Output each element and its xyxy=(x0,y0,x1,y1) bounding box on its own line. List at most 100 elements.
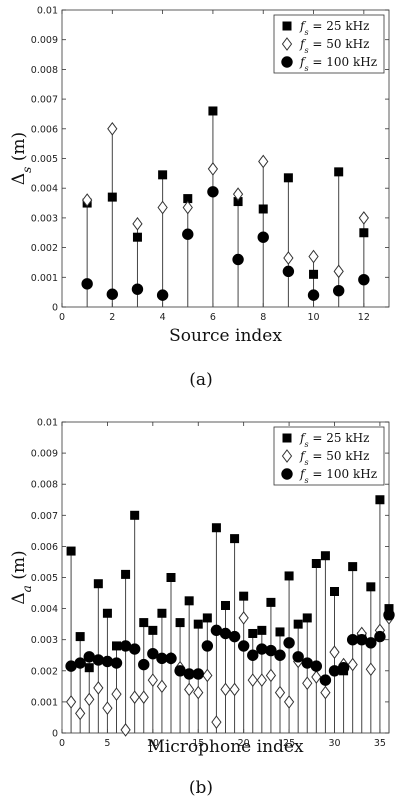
point-diamond xyxy=(320,685,331,700)
point-square xyxy=(175,618,185,628)
point-diamond xyxy=(120,723,131,737)
point-square xyxy=(359,228,369,238)
point-square xyxy=(275,627,285,637)
point-square xyxy=(158,170,168,180)
figure-caption: (a) xyxy=(189,370,212,390)
point-square xyxy=(130,510,140,520)
point-square xyxy=(348,562,358,572)
point-circle xyxy=(283,637,295,649)
y-tick-label: 0.004 xyxy=(31,184,58,195)
point-circle xyxy=(265,644,277,657)
legend-entry: fs = 50 kHz xyxy=(299,37,369,55)
point-diamond xyxy=(256,673,267,687)
point-circle xyxy=(292,651,304,663)
y-tick-label: 0.005 xyxy=(31,154,58,165)
point-diamond xyxy=(202,668,213,683)
x-tick-label: 5 xyxy=(104,738,110,749)
x-tick-label: 15 xyxy=(192,738,204,749)
point-square xyxy=(309,269,319,279)
point-square xyxy=(284,571,294,581)
y-tick-label: 0 xyxy=(52,303,58,314)
point-circle xyxy=(310,660,323,672)
point-diamond xyxy=(283,695,295,709)
legend-marker-diamond xyxy=(281,449,293,463)
point-circle xyxy=(201,640,214,652)
point-diamond xyxy=(84,692,95,707)
point-diamond xyxy=(156,679,168,694)
point-diamond xyxy=(129,690,140,705)
point-square xyxy=(208,106,218,116)
point-diamond xyxy=(308,249,319,264)
y-tick-label: 0.007 xyxy=(31,511,58,522)
point-circle xyxy=(332,284,345,297)
y-tick-label: 0.007 xyxy=(31,95,58,106)
point-diamond xyxy=(232,187,244,201)
point-circle xyxy=(165,652,177,665)
point-circle xyxy=(307,289,320,301)
point-diamond xyxy=(247,673,258,687)
point-diamond xyxy=(138,690,149,705)
y-tick-label: 0.01 xyxy=(37,418,58,429)
point-diamond xyxy=(258,154,269,169)
point-circle xyxy=(282,265,295,278)
x-tick-label: 35 xyxy=(374,738,386,749)
point-circle xyxy=(247,649,259,661)
point-square xyxy=(230,534,240,544)
point-square xyxy=(283,173,293,183)
point-square xyxy=(257,625,267,635)
point-square xyxy=(239,591,249,601)
point-circle xyxy=(81,278,93,290)
y-tick-label: 0.01 xyxy=(37,6,58,17)
point-diamond xyxy=(147,673,158,687)
point-square xyxy=(112,641,121,651)
point-circle xyxy=(237,640,250,652)
point-circle xyxy=(365,637,377,649)
x-axis-label: Microphone index xyxy=(147,737,304,757)
point-square xyxy=(248,628,258,638)
point-diamond xyxy=(311,670,322,684)
point-square xyxy=(366,582,376,592)
point-diamond xyxy=(265,668,277,683)
y-tick-label: 0.001 xyxy=(31,273,58,284)
point-square xyxy=(334,167,344,177)
point-square xyxy=(258,204,268,214)
y-tick-label: 0.002 xyxy=(31,243,58,254)
point-diamond xyxy=(229,682,240,697)
point-square xyxy=(375,495,385,505)
point-circle xyxy=(232,253,244,266)
y-axis-label: Δs (m) xyxy=(9,132,34,185)
point-square xyxy=(302,613,312,623)
point-diamond xyxy=(329,645,340,659)
y-tick-label: 0.006 xyxy=(31,124,58,135)
point-diamond xyxy=(107,121,118,136)
x-tick-label: 10 xyxy=(307,312,319,323)
point-circle xyxy=(358,273,370,286)
point-diamond xyxy=(220,682,231,697)
point-circle xyxy=(147,647,159,660)
point-diamond xyxy=(333,264,344,279)
point-circle xyxy=(257,231,269,243)
legend-marker-square xyxy=(282,433,292,443)
point-square xyxy=(193,619,203,629)
point-diamond xyxy=(283,251,294,265)
x-axis-label: Source index xyxy=(169,326,282,346)
point-square xyxy=(84,663,94,673)
point-diamond xyxy=(65,695,77,709)
x-tick-label: 30 xyxy=(328,738,340,749)
legend-entry: fs = 50 kHz xyxy=(299,449,369,467)
point-square xyxy=(166,573,176,582)
point-diamond xyxy=(102,701,113,715)
y-tick-label: 0.004 xyxy=(31,604,58,615)
point-square xyxy=(107,192,117,202)
point-square xyxy=(102,608,112,618)
point-square xyxy=(293,619,303,629)
point-circle xyxy=(383,609,395,621)
point-circle xyxy=(106,288,119,300)
point-square xyxy=(139,618,149,628)
point-diamond xyxy=(132,217,143,231)
point-square xyxy=(132,232,142,242)
x-tick-label: 8 xyxy=(260,312,266,323)
point-diamond xyxy=(347,657,358,672)
point-square xyxy=(157,608,167,618)
